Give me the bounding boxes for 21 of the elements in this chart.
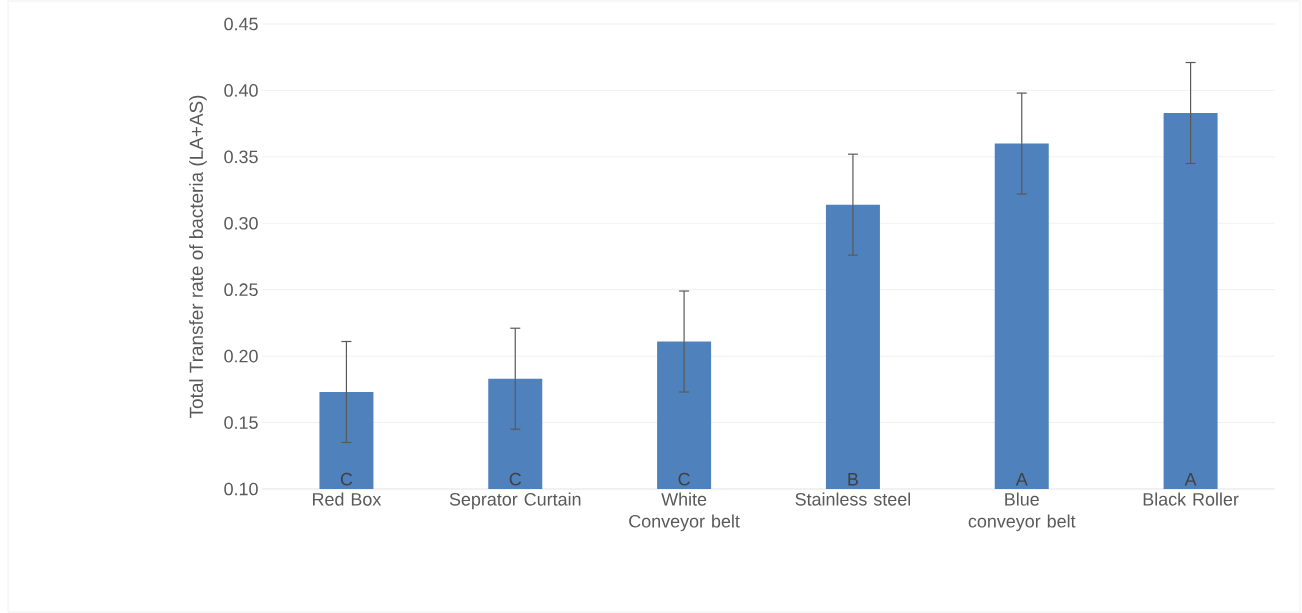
x-tick-label: Blue conveyor belt <box>968 492 1076 532</box>
x-tick-label: White Conveyor belt <box>629 492 740 532</box>
annotation: B <box>848 473 858 486</box>
x-tick-label: Stainless steel <box>795 492 911 506</box>
y-tick-label: 0.40 <box>224 84 258 97</box>
y-tick-label: 0.10 <box>224 482 258 496</box>
y-axis-title: Total Transfer rate of bacteria (LA+AS) <box>189 95 207 418</box>
y-tick-label: 0.30 <box>224 216 258 230</box>
y-tick-label: 0.15 <box>224 416 258 429</box>
y-tick-label: 0.35 <box>224 150 258 164</box>
x-tick-label: Red Box <box>313 492 382 506</box>
annotation: C <box>509 472 522 486</box>
y-tick-label: 0.20 <box>224 349 258 363</box>
y-tick-label: 0.45 <box>224 17 258 31</box>
annotation: A <box>1015 473 1028 486</box>
annotation: C <box>678 472 690 486</box>
y-tick-label: 0.25 <box>224 283 258 297</box>
annotation: C <box>340 472 353 486</box>
annotation: A <box>1184 473 1197 486</box>
x-tick-label: Seprator Curtain <box>449 492 581 510</box>
x-tick-label: Black Roller <box>1143 492 1239 506</box>
